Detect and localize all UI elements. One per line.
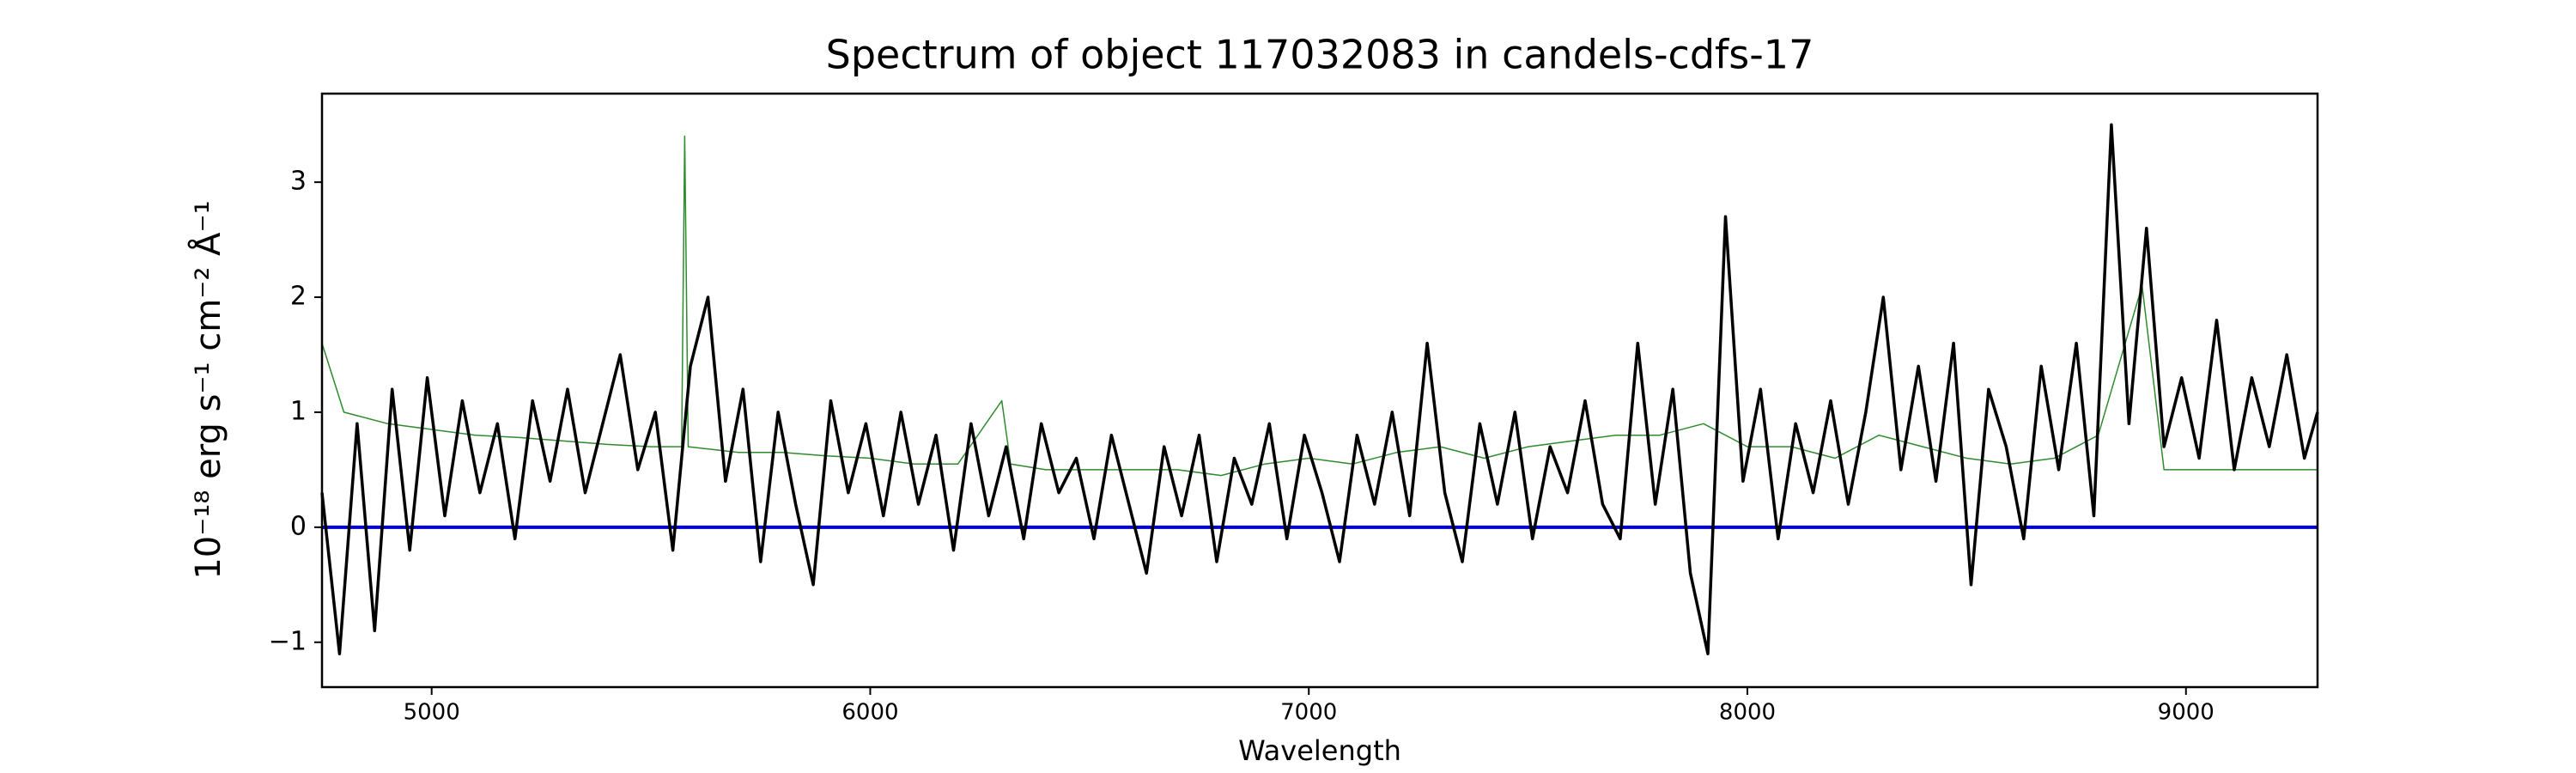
y-tick-label: 0: [290, 511, 307, 541]
chart-title: Spectrum of object 117032083 in candels-…: [826, 32, 1814, 78]
x-tick-label: 9000: [2158, 700, 2215, 726]
y-axis-label: 10⁻¹⁸ erg s⁻¹ cm⁻² Å⁻¹: [187, 200, 228, 579]
x-tick-label: 5000: [404, 700, 460, 726]
x-tick-label: 8000: [1719, 700, 1776, 726]
spectrum-line: [320, 123, 2319, 655]
y-tick-label: 1: [290, 396, 307, 426]
plot-frame: [320, 92, 2319, 689]
x-axis-label: Wavelength: [1238, 734, 1401, 767]
y-tick-label: −1: [269, 626, 307, 656]
spectrum-line: [321, 135, 2318, 477]
y-tick-label: 3: [290, 167, 307, 197]
x-tick-label: 6000: [841, 700, 898, 726]
x-tick-label: 7000: [1280, 700, 1337, 726]
y-tick-label: 2: [290, 282, 307, 312]
